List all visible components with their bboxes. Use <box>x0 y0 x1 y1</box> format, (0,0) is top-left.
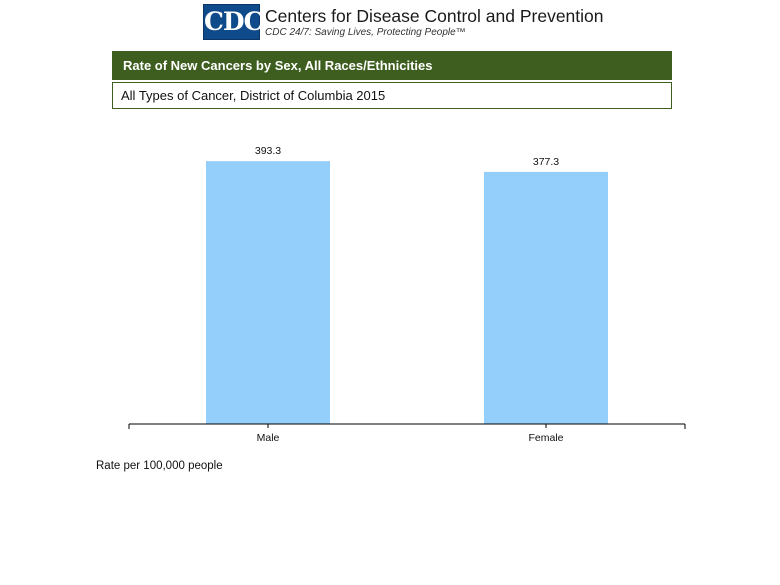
data-label-female: 377.3 <box>533 156 559 168</box>
bar-male <box>206 161 330 424</box>
x-tick-label-male: Male <box>257 432 280 444</box>
chart-subtitle: All Types of Cancer, District of Columbi… <box>112 82 672 109</box>
bar-female <box>484 171 608 424</box>
x-tick-label-female: Female <box>528 432 563 444</box>
org-tagline: CDC 24/7: Saving Lives, Protecting Peopl… <box>265 27 466 38</box>
cdc-header: CDC Centers for Disease Control and Prev… <box>203 4 604 42</box>
data-label-male: 393.3 <box>255 145 281 157</box>
cdc-logo: CDC <box>203 4 263 40</box>
org-name: Centers for Disease Control and Preventi… <box>265 6 604 26</box>
footnote: Rate per 100,000 people <box>96 460 223 472</box>
chart-title: Rate of New Cancers by Sex, All Races/Et… <box>112 51 672 80</box>
